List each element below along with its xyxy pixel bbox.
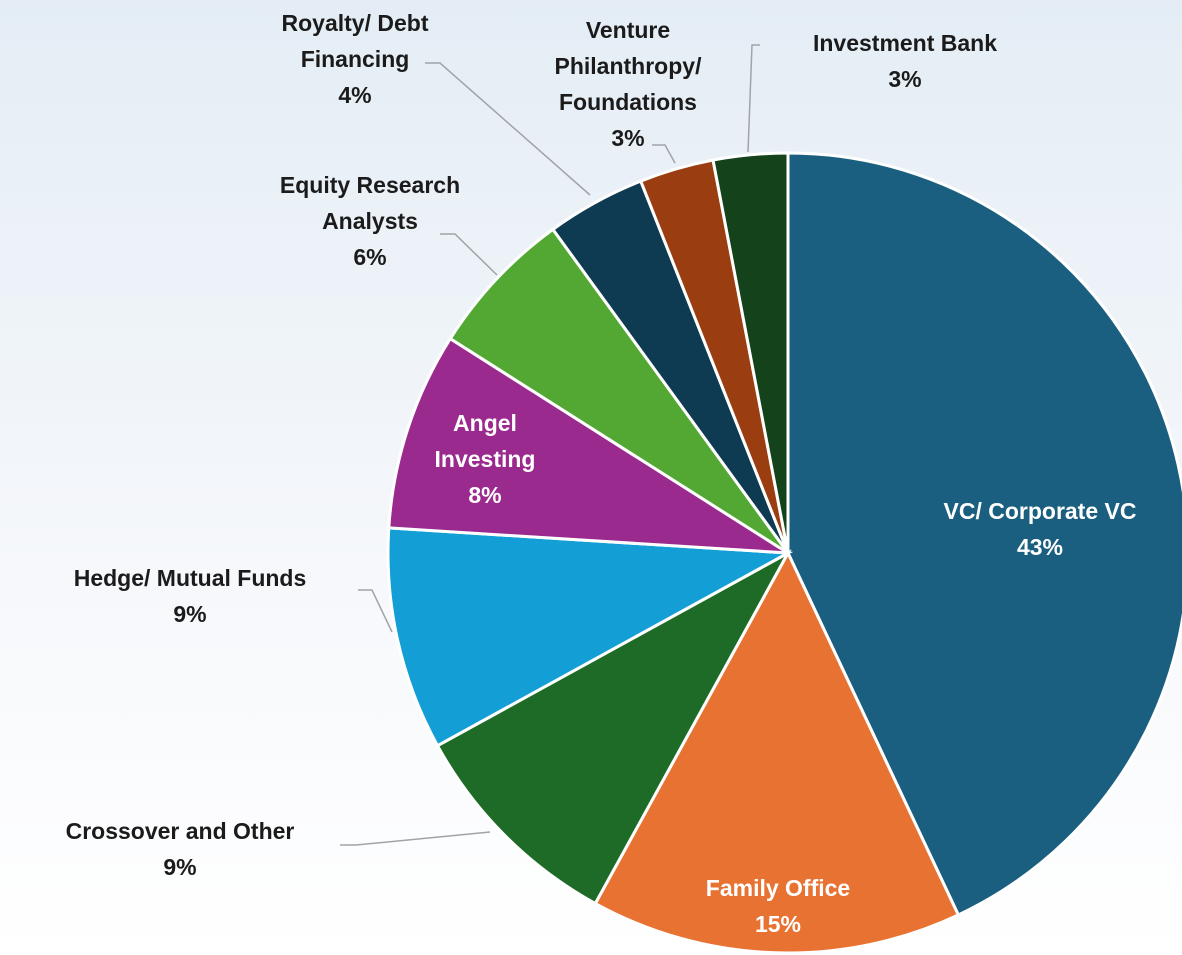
slice-value-label: 15%	[755, 911, 801, 937]
label-line: VC/ Corporate VC	[944, 498, 1137, 524]
label-line: Hedge/ Mutual Funds	[74, 565, 307, 591]
label-line: Foundations	[559, 89, 697, 115]
label-line: Royalty/ Debt	[282, 10, 429, 36]
slice-value-label: 9%	[173, 601, 206, 627]
slice-label: Angel Investing	[435, 410, 536, 472]
slice-value-label: 3%	[611, 125, 644, 151]
label-line: Angel	[453, 410, 517, 436]
label-line: Analysts	[322, 208, 418, 234]
slice-value-label: 9%	[163, 854, 196, 880]
leader-line	[425, 62, 591, 196]
slice-value-label: 6%	[353, 244, 386, 270]
slice-value-label: 43%	[1017, 534, 1063, 560]
leader-line	[652, 144, 676, 164]
slice-value-label: 4%	[338, 82, 371, 108]
label-line: Philanthropy/	[555, 53, 703, 79]
pie-slice	[448, 227, 790, 555]
slice-label: Hedge/ Mutual Funds	[74, 565, 307, 591]
label-line: Crossover and Other	[66, 818, 295, 844]
leader-line	[747, 44, 760, 153]
slice-label: Equity Research Analysts	[280, 172, 460, 234]
pie-slice	[593, 549, 961, 955]
pie-slice	[387, 336, 789, 555]
label-line: Venture	[586, 17, 670, 43]
label-line: Equity Research	[280, 172, 460, 198]
slice-value-label: 8%	[468, 482, 501, 508]
slice-label: Investment Bank	[813, 30, 997, 56]
pie-slice	[386, 526, 794, 748]
leader-line	[340, 831, 491, 846]
slice-label: Crossover and Other	[66, 818, 295, 844]
slice-value-label: 3%	[888, 66, 921, 92]
label-line: Investment Bank	[813, 30, 997, 56]
slice-label: Family Office	[706, 875, 850, 901]
leader-line	[358, 589, 393, 633]
pie-slice	[786, 151, 1182, 917]
pie-slice	[435, 549, 792, 906]
label-line: Investing	[435, 446, 536, 472]
leader-line	[440, 233, 498, 276]
pie-slice	[711, 151, 790, 554]
slice-label: VC/ Corporate VC	[944, 498, 1137, 524]
label-line: Family Office	[706, 875, 850, 901]
label-line: Financing	[301, 46, 410, 72]
slice-label: Royalty/ Debt Financing	[282, 10, 429, 72]
slice-label: Venture Philanthropy/Foundations	[555, 17, 703, 115]
